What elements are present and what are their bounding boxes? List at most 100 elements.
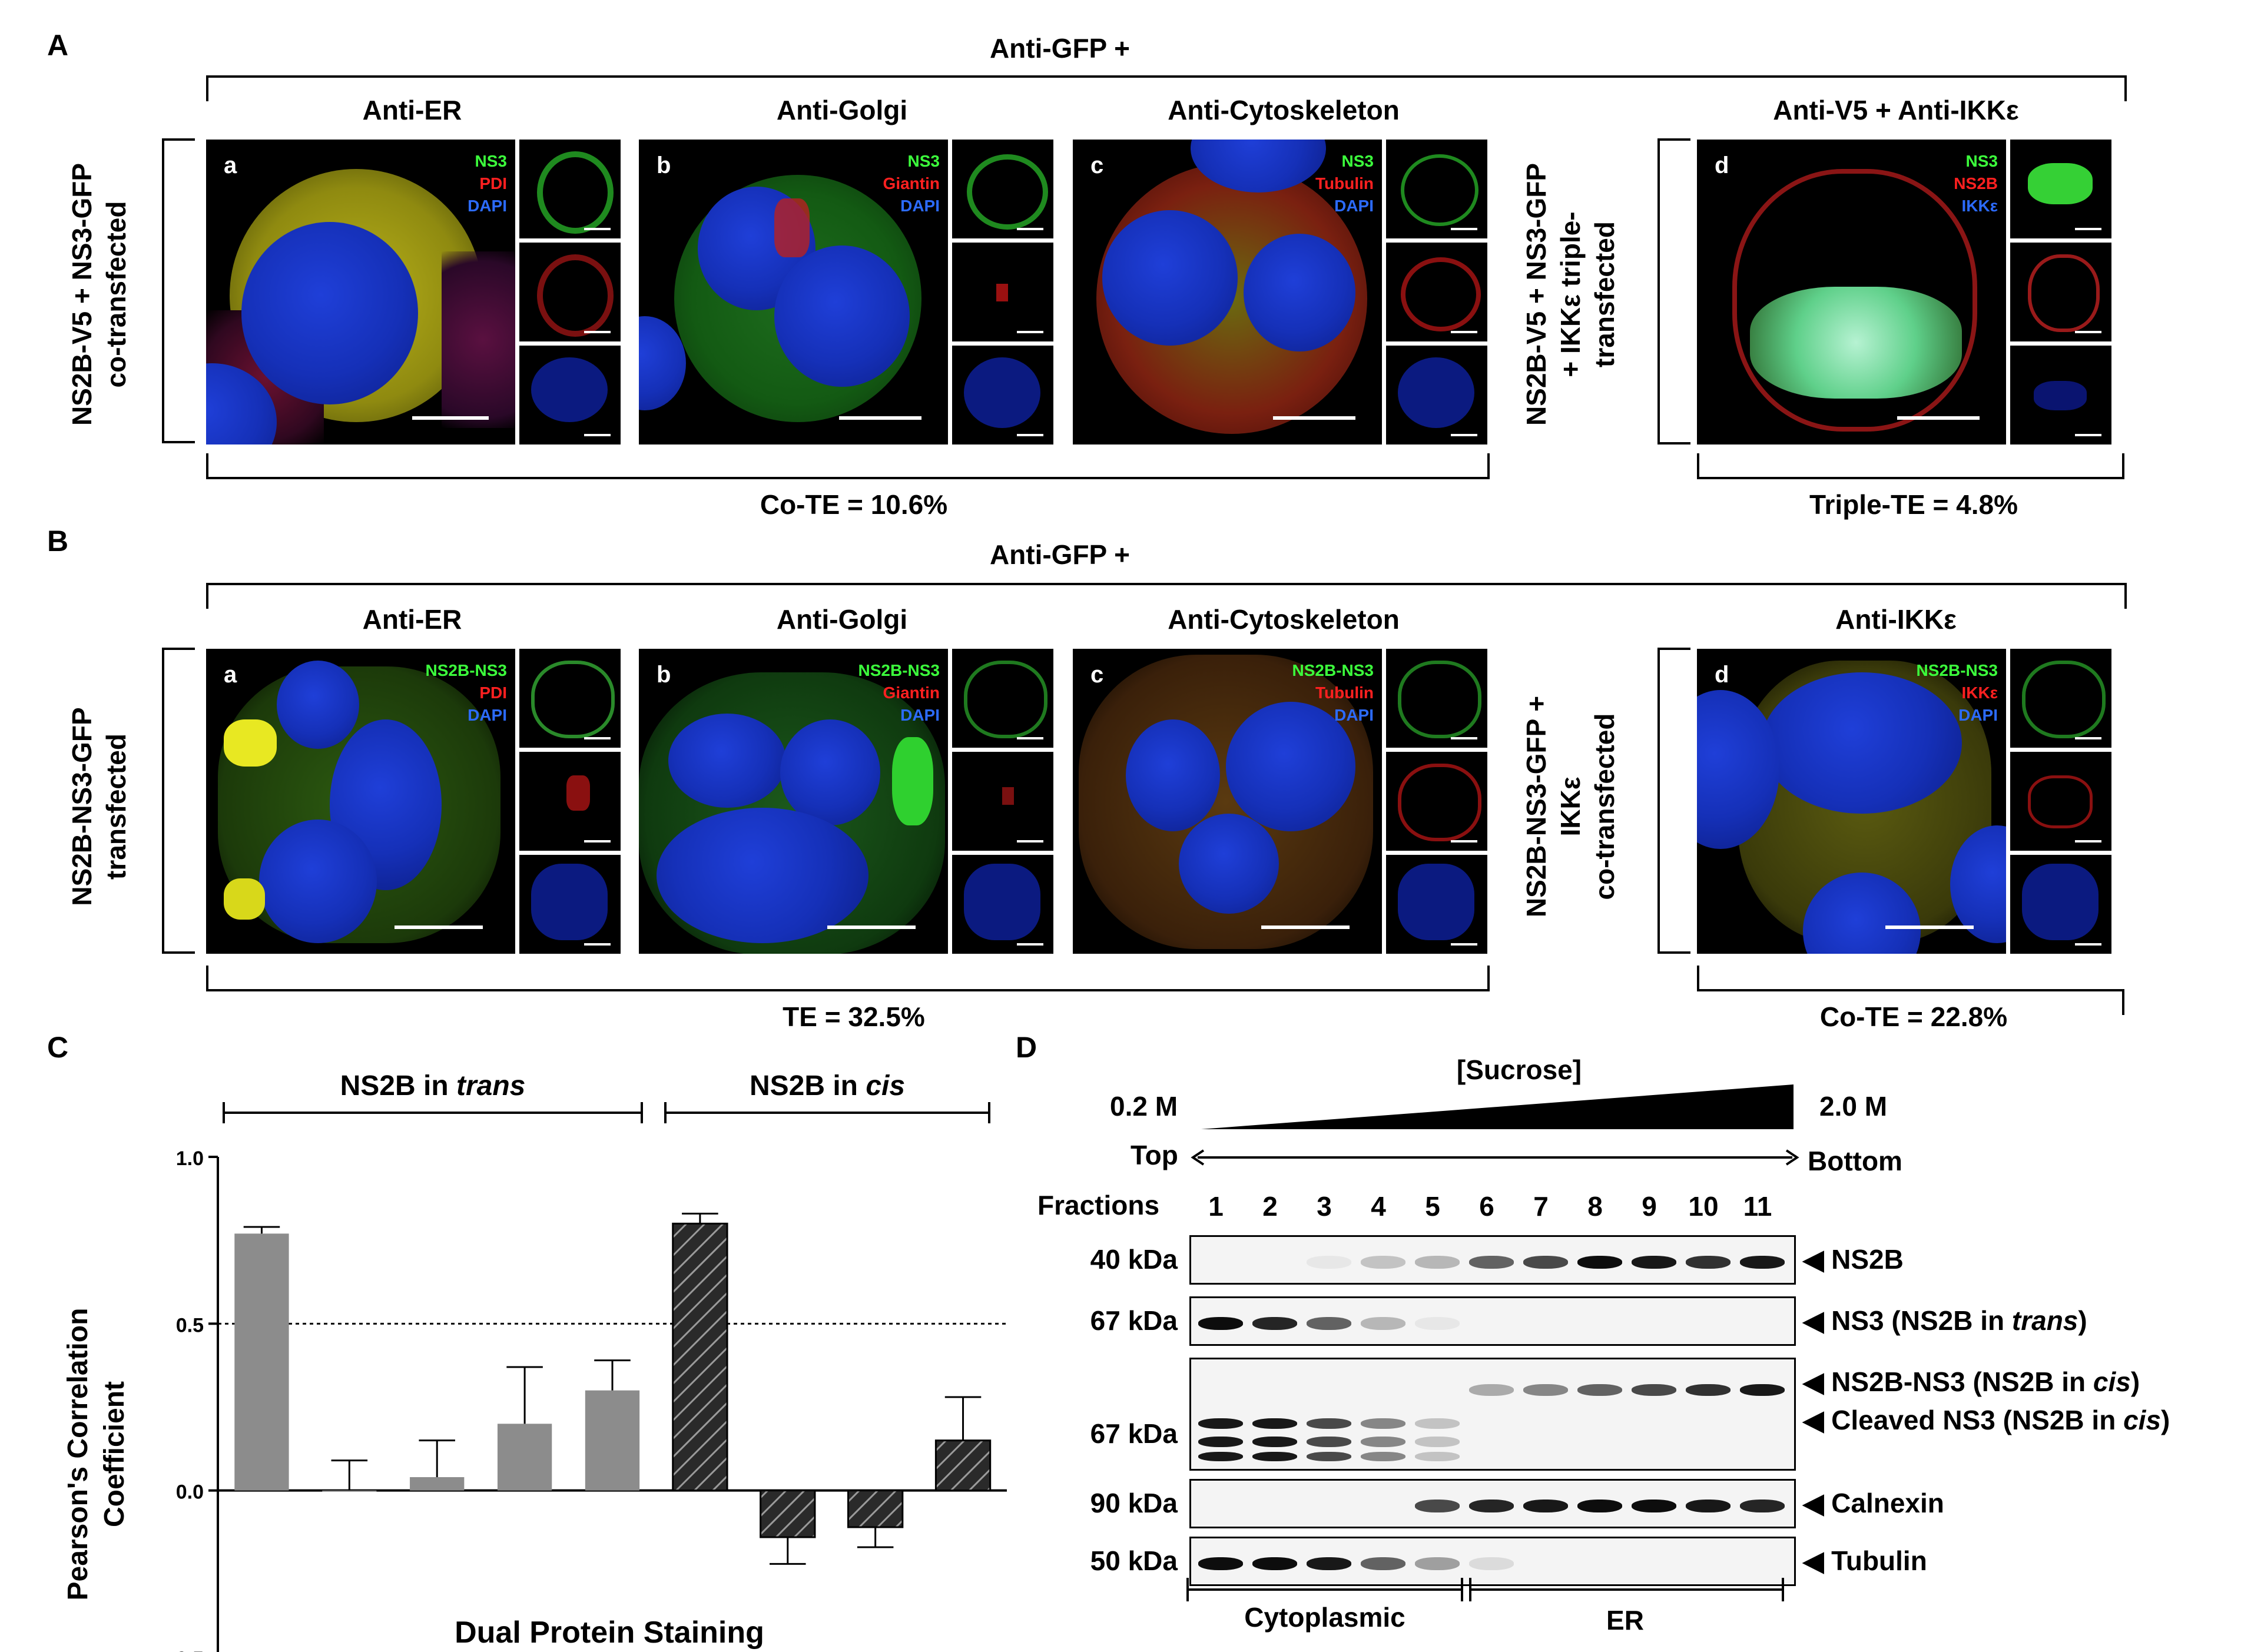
blot-band bbox=[1523, 1255, 1568, 1269]
blot-band bbox=[1415, 1316, 1460, 1330]
blot-band bbox=[1361, 1418, 1405, 1429]
micrograph-b-b: b NS2B-NS3 Giantin DAPI bbox=[639, 649, 948, 954]
bar-7 bbox=[760, 1490, 816, 1538]
chart-ylabel-line-1: Pearson's Correlation bbox=[62, 1308, 94, 1601]
bottom-label: Bottom bbox=[1808, 1146, 1902, 1176]
micrograph-a-c: c NS3 Tubulin DAPI bbox=[1073, 140, 1382, 444]
fraction-number: 2 bbox=[1262, 1191, 1278, 1222]
bar-1 bbox=[234, 1233, 289, 1491]
er-label: ER bbox=[1606, 1605, 1644, 1636]
blot-band bbox=[1252, 1436, 1297, 1447]
blot-band bbox=[1469, 1557, 1514, 1570]
blot-band bbox=[1415, 1436, 1460, 1447]
panel-a-subtitle-cytoskeleton: Anti-Cytoskeleton bbox=[1168, 95, 1400, 125]
ytick-label: 0.5 bbox=[176, 1314, 204, 1336]
blot-kda-2: 67 kDa bbox=[1090, 1305, 1178, 1336]
blot-band bbox=[1198, 1557, 1243, 1570]
blot-band bbox=[1686, 1384, 1731, 1396]
blot-strip-4 bbox=[1189, 1479, 1796, 1528]
panel-b-side-label: NS2B-NS3-GFP transfected bbox=[67, 707, 131, 906]
blot-band bbox=[1632, 1499, 1676, 1512]
blot-band bbox=[1198, 1436, 1243, 1447]
group-label-trans: NS2B in trans bbox=[340, 1070, 526, 1102]
top-label: Top bbox=[1131, 1140, 1178, 1170]
blot-band bbox=[1361, 1557, 1405, 1570]
panel-label-c: C bbox=[47, 1031, 69, 1064]
fraction-number: 8 bbox=[1587, 1191, 1603, 1222]
panel-a-side-label-right: NS2B-V5 + NS3-GFP + IKKε triple- transfe… bbox=[1521, 162, 1620, 426]
blot-band bbox=[1469, 1255, 1514, 1269]
fraction-number: 5 bbox=[1425, 1191, 1440, 1222]
blot-kda-1: 40 kDa bbox=[1090, 1244, 1178, 1275]
blot-band bbox=[1577, 1255, 1622, 1269]
blot-kda-3: 67 kDa bbox=[1090, 1418, 1178, 1449]
ytick-label: 0.0 bbox=[176, 1481, 204, 1504]
pearson-bar-chart: NS2B in trans NS2B in cis Pearson's Corr… bbox=[62, 1070, 1007, 1652]
panel-b-subtitle-ikk: Anti-IKKε bbox=[1835, 604, 1957, 635]
ytick-label: 1.0 bbox=[176, 1147, 204, 1170]
blot-band bbox=[1361, 1316, 1405, 1330]
fraction-number: 11 bbox=[1743, 1191, 1772, 1222]
panel-a-te-right: Triple-TE = 4.8% bbox=[1809, 489, 2018, 520]
blot-band bbox=[1307, 1436, 1351, 1447]
fraction-number: 1 bbox=[1208, 1191, 1224, 1222]
blot-name-5: ◀ Tubulin bbox=[1803, 1545, 1927, 1576]
panel-b-subtitle-golgi: Anti-Golgi bbox=[776, 604, 908, 635]
bar-6 bbox=[672, 1222, 728, 1492]
bar-4 bbox=[497, 1424, 552, 1491]
blot-band bbox=[1577, 1384, 1622, 1396]
ytick-label: -0.5 bbox=[169, 1648, 204, 1652]
fraction-number: 4 bbox=[1371, 1191, 1386, 1222]
blot-band bbox=[1198, 1316, 1243, 1330]
blot-name-3: ◀ NS2B-NS3 (NS2B in cis) bbox=[1803, 1366, 2140, 1397]
blot-band bbox=[1740, 1255, 1785, 1269]
panel-a-header: Anti-GFP + bbox=[989, 33, 1131, 64]
blot-band bbox=[1252, 1452, 1297, 1462]
micrograph-b-a: a NS2B-NS3 PDI DAPI bbox=[206, 649, 515, 954]
blot-strip-5 bbox=[1189, 1537, 1796, 1586]
blot-band bbox=[1740, 1499, 1785, 1512]
blot-band bbox=[1686, 1255, 1731, 1269]
panel-label-d: D bbox=[1016, 1031, 1037, 1064]
blot-strip-3 bbox=[1189, 1358, 1796, 1471]
blot-band bbox=[1686, 1499, 1731, 1512]
panel-a-te-left: Co-TE = 10.6% bbox=[760, 489, 948, 520]
blot-band bbox=[1361, 1452, 1405, 1462]
blot-band bbox=[1307, 1418, 1351, 1429]
sucrose-gradient-wedge bbox=[1201, 1084, 1794, 1129]
blot-band bbox=[1415, 1255, 1460, 1269]
blot-name-1: ◀ NS2B bbox=[1803, 1244, 1904, 1275]
chart-xlabel: Dual Protein Staining bbox=[455, 1615, 764, 1650]
blot-band bbox=[1361, 1436, 1405, 1447]
blot-band bbox=[1469, 1384, 1514, 1396]
panel-b-side-label-right: NS2B-NS3-GFP + IKKε co-transfected bbox=[1521, 695, 1620, 918]
blot-band bbox=[1198, 1418, 1243, 1429]
blot-band bbox=[1361, 1255, 1405, 1269]
blot-band bbox=[1307, 1255, 1351, 1269]
blot-band bbox=[1415, 1557, 1460, 1570]
fraction-number: 3 bbox=[1317, 1191, 1332, 1222]
blot-band bbox=[1523, 1499, 1568, 1512]
blot-band bbox=[1415, 1452, 1460, 1462]
blot-strip-1 bbox=[1189, 1235, 1796, 1285]
panel-a-subtitle-golgi: Anti-Golgi bbox=[776, 95, 908, 125]
micrograph-a-b: b NS3 Giantin DAPI bbox=[639, 140, 948, 444]
blot-name-2: ◀ NS3 (NS2B in trans) bbox=[1803, 1305, 2087, 1336]
blot-kda-5: 50 kDa bbox=[1090, 1545, 1178, 1576]
bar-9 bbox=[934, 1439, 992, 1492]
blot-band bbox=[1415, 1418, 1460, 1429]
fractions-label: Fractions bbox=[1037, 1190, 1160, 1220]
fraction-number: 6 bbox=[1479, 1191, 1494, 1222]
cytoplasmic-label: Cytoplasmic bbox=[1244, 1602, 1405, 1633]
blot-band bbox=[1198, 1452, 1243, 1462]
blot-band bbox=[1632, 1384, 1676, 1396]
blot-band bbox=[1577, 1499, 1622, 1512]
blot-strip-2 bbox=[1189, 1296, 1796, 1346]
panel-b-te-right: Co-TE = 22.8% bbox=[1819, 1001, 2008, 1032]
fraction-number: 7 bbox=[1533, 1191, 1549, 1222]
blot-band bbox=[1252, 1557, 1297, 1570]
micrograph-a-d: d NS3 NS2B IKKε bbox=[1697, 140, 2006, 444]
panel-label-b: B bbox=[47, 525, 69, 558]
blot-band bbox=[1469, 1499, 1514, 1512]
blot-name-4: ◀ Calnexin bbox=[1803, 1488, 1944, 1518]
